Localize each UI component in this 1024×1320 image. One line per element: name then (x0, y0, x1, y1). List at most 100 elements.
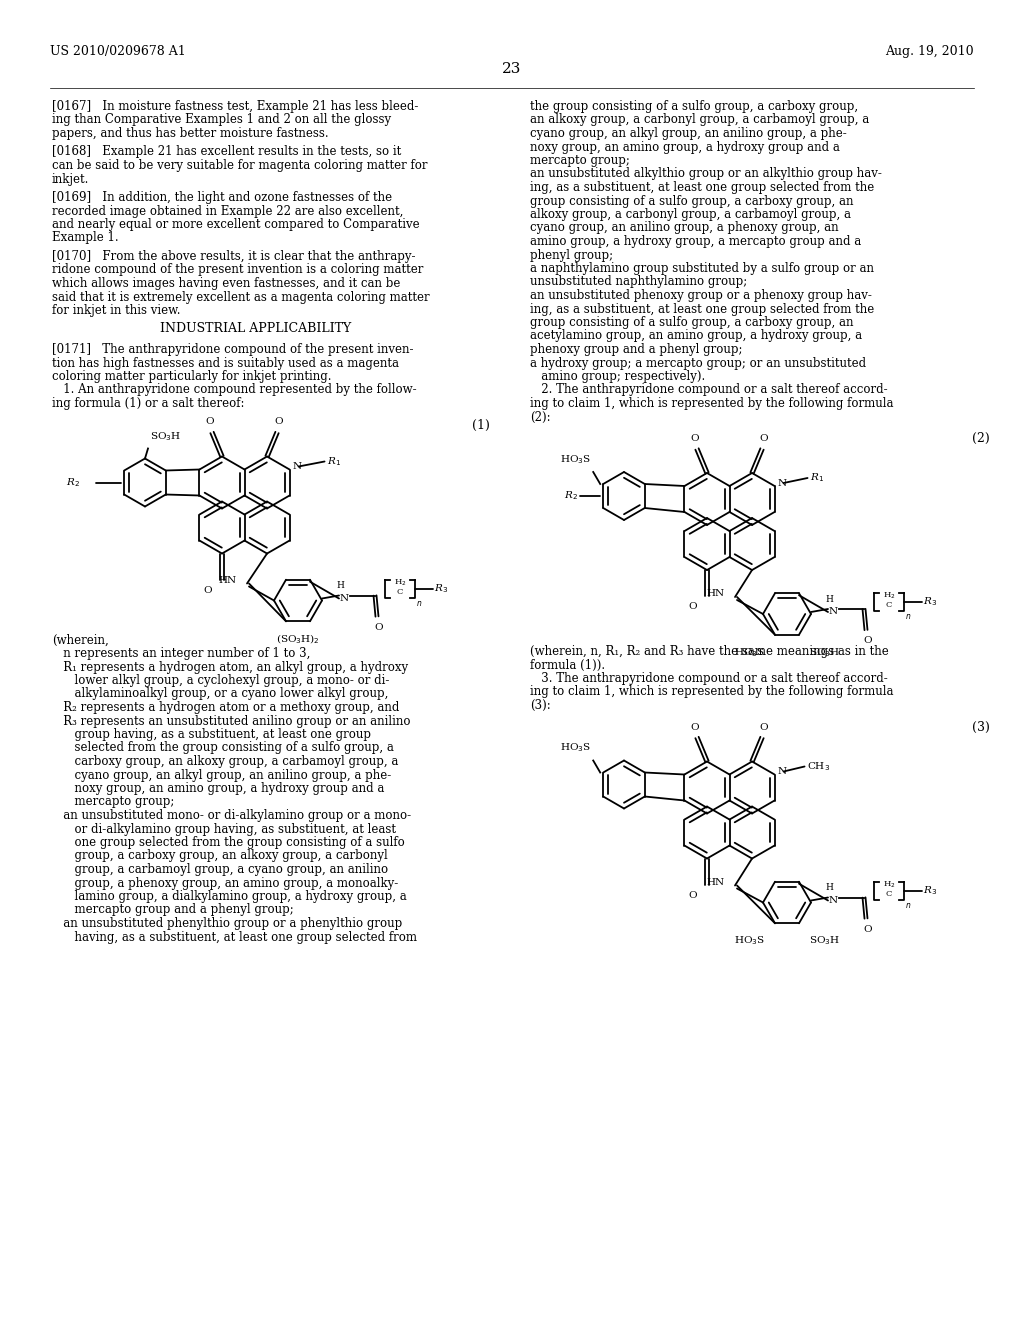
Text: and nearly equal or more excellent compared to Comparative: and nearly equal or more excellent compa… (52, 218, 420, 231)
Text: SO$_3$H: SO$_3$H (809, 645, 840, 659)
Text: group, a phenoxy group, an amino group, a monoalky-: group, a phenoxy group, an amino group, … (52, 876, 398, 890)
Text: mercapto group and a phenyl group;: mercapto group and a phenyl group; (52, 903, 294, 916)
Text: HO$_3$S: HO$_3$S (560, 453, 591, 466)
Text: HN: HN (219, 576, 237, 585)
Text: having, as a substituent, at least one group selected from: having, as a substituent, at least one g… (52, 931, 417, 944)
Text: or di-alkylamino group having, as substituent, at least: or di-alkylamino group having, as substi… (52, 822, 396, 836)
Text: O: O (204, 586, 212, 594)
Text: HN: HN (707, 590, 725, 598)
Text: 1. An anthrapyridone compound represented by the follow-: 1. An anthrapyridone compound represente… (52, 384, 417, 396)
Text: 3. The anthrapyridone compound or a salt thereof accord-: 3. The anthrapyridone compound or a salt… (530, 672, 888, 685)
Text: noxy group, an amino group, a hydroxy group and a: noxy group, an amino group, a hydroxy gr… (52, 781, 384, 795)
Text: 2. The anthrapyridone compound or a salt thereof accord-: 2. The anthrapyridone compound or a salt… (530, 384, 888, 396)
Text: the group consisting of a sulfo group, a carboxy group,: the group consisting of a sulfo group, a… (530, 100, 858, 114)
Text: (3): (3) (972, 721, 990, 734)
Text: N: N (829, 896, 838, 906)
Text: HO$_3$S: HO$_3$S (734, 935, 765, 948)
Text: tion has high fastnesses and is suitably used as a magenta: tion has high fastnesses and is suitably… (52, 356, 399, 370)
Text: an unsubstituted phenylthio group or a phenylthio group: an unsubstituted phenylthio group or a p… (52, 917, 402, 931)
Text: group having, as a substituent, at least one group: group having, as a substituent, at least… (52, 729, 371, 741)
Text: H: H (825, 595, 833, 605)
Text: a naphthylamino group substituted by a sulfo group or an: a naphthylamino group substituted by a s… (530, 261, 874, 275)
Text: papers, and thus has better moisture fastness.: papers, and thus has better moisture fas… (52, 127, 329, 140)
Text: R$_3$: R$_3$ (923, 884, 937, 896)
Text: (3):: (3): (530, 700, 551, 711)
Text: cyano group, an alkyl group, an anilino group, a phe-: cyano group, an alkyl group, an anilino … (52, 768, 391, 781)
Text: acetylamino group, an amino group, a hydroxy group, a: acetylamino group, an amino group, a hyd… (530, 330, 862, 342)
Text: CH$_3$: CH$_3$ (807, 760, 829, 774)
Text: C: C (886, 890, 892, 898)
Text: O: O (863, 636, 872, 645)
Text: ing, as a substituent, at least one group selected from the: ing, as a substituent, at least one grou… (530, 302, 874, 315)
Text: (wherein,: (wherein, (52, 634, 109, 647)
Text: a hydroxy group; a mercapto group; or an unsubstituted: a hydroxy group; a mercapto group; or an… (530, 356, 866, 370)
Text: US 2010/0209678 A1: US 2010/0209678 A1 (50, 45, 185, 58)
Text: O: O (375, 623, 383, 631)
Text: R₂ represents a hydrogen atom or a methoxy group, and: R₂ represents a hydrogen atom or a metho… (52, 701, 399, 714)
Text: cyano group, an anilino group, a phenoxy group, an: cyano group, an anilino group, a phenoxy… (530, 222, 839, 235)
Text: group, a carboxy group, an alkoxy group, a carbonyl: group, a carboxy group, an alkoxy group,… (52, 850, 388, 862)
Text: phenoxy group and a phenyl group;: phenoxy group and a phenyl group; (530, 343, 742, 356)
Text: one group selected from the group consisting of a sulfo: one group selected from the group consis… (52, 836, 404, 849)
Text: group consisting of a sulfo group, a carboxy group, an: group consisting of a sulfo group, a car… (530, 194, 853, 207)
Text: [0167]   In moisture fastness test, Example 21 has less bleed-: [0167] In moisture fastness test, Exampl… (52, 100, 419, 114)
Text: R$_2$: R$_2$ (67, 477, 80, 488)
Text: O: O (689, 891, 697, 899)
Text: N: N (293, 462, 302, 471)
Text: cyano group, an alkyl group, an anilino group, a phe-: cyano group, an alkyl group, an anilino … (530, 127, 847, 140)
Text: (2): (2) (972, 432, 990, 445)
Text: $n$: $n$ (905, 612, 911, 620)
Text: O: O (274, 417, 284, 426)
Text: selected from the group consisting of a sulfo group, a: selected from the group consisting of a … (52, 742, 394, 755)
Text: N: N (777, 479, 786, 487)
Text: alkylaminoalkyl group, or a cyano lower alkyl group,: alkylaminoalkyl group, or a cyano lower … (52, 688, 388, 701)
Text: group consisting of a sulfo group, a carboxy group, an: group consisting of a sulfo group, a car… (530, 315, 853, 329)
Text: formula (1)).: formula (1)). (530, 659, 605, 672)
Text: recorded image obtained in Example 22 are also excellent,: recorded image obtained in Example 22 ar… (52, 205, 403, 218)
Text: HN: HN (707, 878, 725, 887)
Text: ridone compound of the present invention is a coloring matter: ridone compound of the present invention… (52, 264, 423, 276)
Text: mercapto group;: mercapto group; (530, 154, 630, 168)
Text: mercapto group;: mercapto group; (52, 796, 174, 808)
Text: R$_2$: R$_2$ (564, 490, 578, 503)
Text: unsubstituted naphthylamino group;: unsubstituted naphthylamino group; (530, 276, 748, 289)
Text: HO$_3$S: HO$_3$S (734, 645, 765, 659)
Text: (wherein, n, R₁, R₂ and R₃ have the same meanings as in the: (wherein, n, R₁, R₂ and R₃ have the same… (530, 645, 889, 657)
Text: ing to claim 1, which is represented by the following formula: ing to claim 1, which is represented by … (530, 397, 894, 411)
Text: [0171]   The anthrapyridone compound of the present inven-: [0171] The anthrapyridone compound of th… (52, 343, 414, 356)
Text: R₁ represents a hydrogen atom, an alkyl group, a hydroxy: R₁ represents a hydrogen atom, an alkyl … (52, 660, 409, 673)
Text: [0168]   Example 21 has excellent results in the tests, so it: [0168] Example 21 has excellent results … (52, 145, 401, 158)
Text: C: C (886, 601, 892, 609)
Text: R$_3$: R$_3$ (923, 595, 937, 609)
Text: (2):: (2): (530, 411, 551, 424)
Text: noxy group, an amino group, a hydroxy group and a: noxy group, an amino group, a hydroxy gr… (530, 140, 840, 153)
Text: O: O (206, 417, 214, 426)
Text: H: H (825, 883, 833, 892)
Text: coloring matter particularly for inkjet printing.: coloring matter particularly for inkjet … (52, 370, 332, 383)
Text: O: O (760, 722, 768, 731)
Text: phenyl group;: phenyl group; (530, 248, 613, 261)
Text: which allows images having even fastnesses, and it can be: which allows images having even fastness… (52, 277, 400, 290)
Text: $n$: $n$ (416, 598, 422, 607)
Text: for inkjet in this view.: for inkjet in this view. (52, 304, 180, 317)
Text: R$_1$: R$_1$ (327, 455, 341, 467)
Text: ing than Comparative Examples 1 and 2 on all the glossy: ing than Comparative Examples 1 and 2 on… (52, 114, 391, 127)
Text: R₃ represents an unsubstituted anilino group or an anilino: R₃ represents an unsubstituted anilino g… (52, 714, 411, 727)
Text: $n$: $n$ (905, 900, 911, 909)
Text: (1): (1) (472, 418, 490, 432)
Text: Example 1.: Example 1. (52, 231, 119, 244)
Text: amino group, a hydroxy group, a mercapto group and a: amino group, a hydroxy group, a mercapto… (530, 235, 861, 248)
Text: N: N (340, 594, 349, 603)
Text: n represents an integer number of 1 to 3,: n represents an integer number of 1 to 3… (52, 647, 310, 660)
Text: (SO$_3$H)$_2$: (SO$_3$H)$_2$ (276, 632, 319, 645)
Text: H$_2$: H$_2$ (393, 577, 407, 587)
Text: lower alkyl group, a cyclohexyl group, a mono- or di-: lower alkyl group, a cyclohexyl group, a… (52, 675, 389, 686)
Text: amino group; respectively).: amino group; respectively). (530, 370, 706, 383)
Text: an unsubstituted alkylthio group or an alkylthio group hav-: an unsubstituted alkylthio group or an a… (530, 168, 882, 181)
Text: an alkoxy group, a carbonyl group, a carbamoyl group, a: an alkoxy group, a carbonyl group, a car… (530, 114, 869, 127)
Text: said that it is extremely excellent as a magenta coloring matter: said that it is extremely excellent as a… (52, 290, 430, 304)
Text: H$_2$: H$_2$ (883, 591, 895, 601)
Text: ing formula (1) or a salt thereof:: ing formula (1) or a salt thereof: (52, 397, 245, 411)
Text: O: O (760, 434, 768, 444)
Text: Aug. 19, 2010: Aug. 19, 2010 (886, 45, 974, 58)
